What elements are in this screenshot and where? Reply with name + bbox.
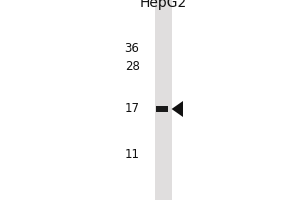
Text: 28: 28 [124, 60, 140, 73]
Text: 17: 17 [124, 102, 140, 116]
Text: HepG2: HepG2 [140, 0, 187, 10]
Text: 11: 11 [124, 148, 140, 160]
Bar [156, 106, 168, 112]
Bar [155, 0, 172, 200]
Text: 36: 36 [124, 43, 140, 55]
Polygon shape [172, 101, 183, 117]
